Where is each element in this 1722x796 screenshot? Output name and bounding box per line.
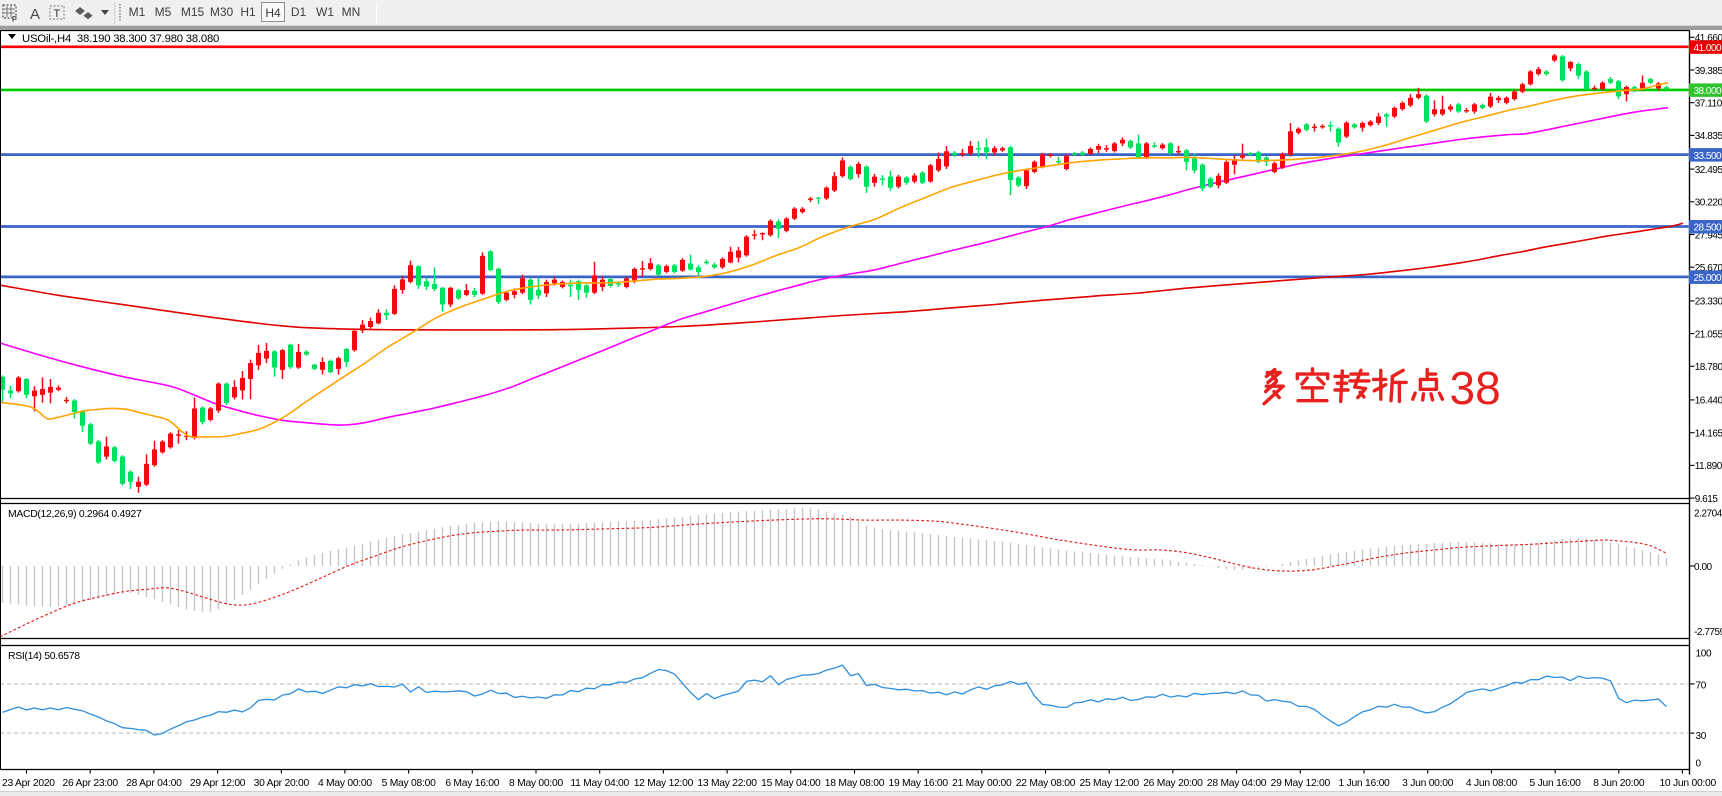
svg-text:3 Jun 00:00: 3 Jun 00:00 — [1402, 778, 1454, 789]
svg-text:37.110: 37.110 — [1695, 99, 1722, 110]
svg-text:100: 100 — [1696, 649, 1713, 660]
svg-text:8 Jun 20:00: 8 Jun 20:00 — [1593, 778, 1645, 789]
svg-text:USOil-,H4 38.190 38.300 37.98: USOil-,H4 38.190 38.300 37.980 38.080 — [22, 33, 219, 45]
svg-text:28.500: 28.500 — [1694, 223, 1722, 234]
svg-text:30: 30 — [1696, 731, 1707, 742]
svg-text:39.385: 39.385 — [1695, 66, 1722, 77]
svg-text:21 May 00:00: 21 May 00:00 — [952, 778, 1012, 789]
svg-text:RSI(14) 50.6578: RSI(14) 50.6578 — [8, 651, 80, 662]
svg-text:27.945: 27.945 — [1695, 230, 1722, 241]
svg-text:32.495: 32.495 — [1695, 165, 1722, 176]
svg-text:4 May 00:00: 4 May 00:00 — [318, 778, 372, 789]
svg-text:26 May 20:00: 26 May 20:00 — [1143, 778, 1203, 789]
svg-text:15 May 04:00: 15 May 04:00 — [761, 778, 821, 789]
svg-text:9.615: 9.615 — [1695, 494, 1719, 505]
svg-text:11.890: 11.890 — [1695, 461, 1722, 472]
svg-text:22 May 08:00: 22 May 08:00 — [1016, 778, 1076, 789]
svg-text:25 May 12:00: 25 May 12:00 — [1079, 778, 1139, 789]
svg-text:8 May 00:00: 8 May 00:00 — [509, 778, 563, 789]
svg-text:16.440: 16.440 — [1695, 396, 1722, 407]
svg-text:30.220: 30.220 — [1695, 198, 1722, 209]
svg-text:14.165: 14.165 — [1695, 429, 1722, 440]
svg-text:12 May 12:00: 12 May 12:00 — [634, 778, 694, 789]
svg-text:4 Jun 08:00: 4 Jun 08:00 — [1466, 778, 1518, 789]
svg-text:30 Apr 20:00: 30 Apr 20:00 — [254, 778, 310, 789]
svg-text:F: F — [12, 15, 17, 24]
svg-text:A: A — [30, 6, 40, 23]
svg-text:6 May 16:00: 6 May 16:00 — [445, 778, 499, 789]
svg-text:34.835: 34.835 — [1695, 131, 1722, 142]
svg-text:38: 38 — [1450, 362, 1501, 414]
svg-text:29 Apr 12:00: 29 Apr 12:00 — [190, 778, 246, 789]
svg-text:5 Jun 16:00: 5 Jun 16:00 — [1530, 778, 1582, 789]
svg-text:18 May 08:00: 18 May 08:00 — [825, 778, 885, 789]
svg-text:0.00: 0.00 — [1694, 562, 1713, 573]
svg-text:26 Apr 23:00: 26 Apr 23:00 — [62, 778, 118, 789]
svg-text:10 Jun 00:00: 10 Jun 00:00 — [1659, 778, 1716, 789]
svg-text:1 Jun 16:00: 1 Jun 16:00 — [1338, 778, 1390, 789]
svg-text:70: 70 — [1696, 681, 1707, 692]
svg-text:41.660: 41.660 — [1695, 33, 1722, 44]
svg-text:18.780: 18.780 — [1695, 362, 1722, 373]
svg-text:21.055: 21.055 — [1695, 329, 1722, 340]
svg-text:19 May 16:00: 19 May 16:00 — [888, 778, 948, 789]
svg-text:28 Apr 04:00: 28 Apr 04:00 — [126, 778, 182, 789]
svg-text:MACD(12,26,9) 0.2964 0.4927: MACD(12,26,9) 0.2964 0.4927 — [8, 509, 142, 520]
svg-text:41.000: 41.000 — [1694, 43, 1722, 54]
svg-text:0: 0 — [1696, 759, 1702, 770]
svg-text:T: T — [54, 8, 61, 20]
svg-text:23.330: 23.330 — [1695, 297, 1722, 308]
svg-text:11 May 04:00: 11 May 04:00 — [570, 778, 629, 789]
svg-text:25.670: 25.670 — [1695, 263, 1722, 274]
svg-text:13 May 22:00: 13 May 22:00 — [697, 778, 757, 789]
svg-text:5 May 08:00: 5 May 08:00 — [382, 778, 436, 789]
svg-text:38.000: 38.000 — [1694, 86, 1722, 97]
svg-text:23 Apr 2020: 23 Apr 2020 — [2, 778, 55, 789]
svg-text:33.500: 33.500 — [1694, 151, 1722, 162]
svg-text:2.2704: 2.2704 — [1694, 509, 1722, 520]
svg-text:-2.7759: -2.7759 — [1694, 627, 1722, 638]
svg-text:25.000: 25.000 — [1694, 273, 1722, 284]
svg-text:28 May 04:00: 28 May 04:00 — [1207, 778, 1267, 789]
svg-text:29 May 12:00: 29 May 12:00 — [1271, 778, 1331, 789]
